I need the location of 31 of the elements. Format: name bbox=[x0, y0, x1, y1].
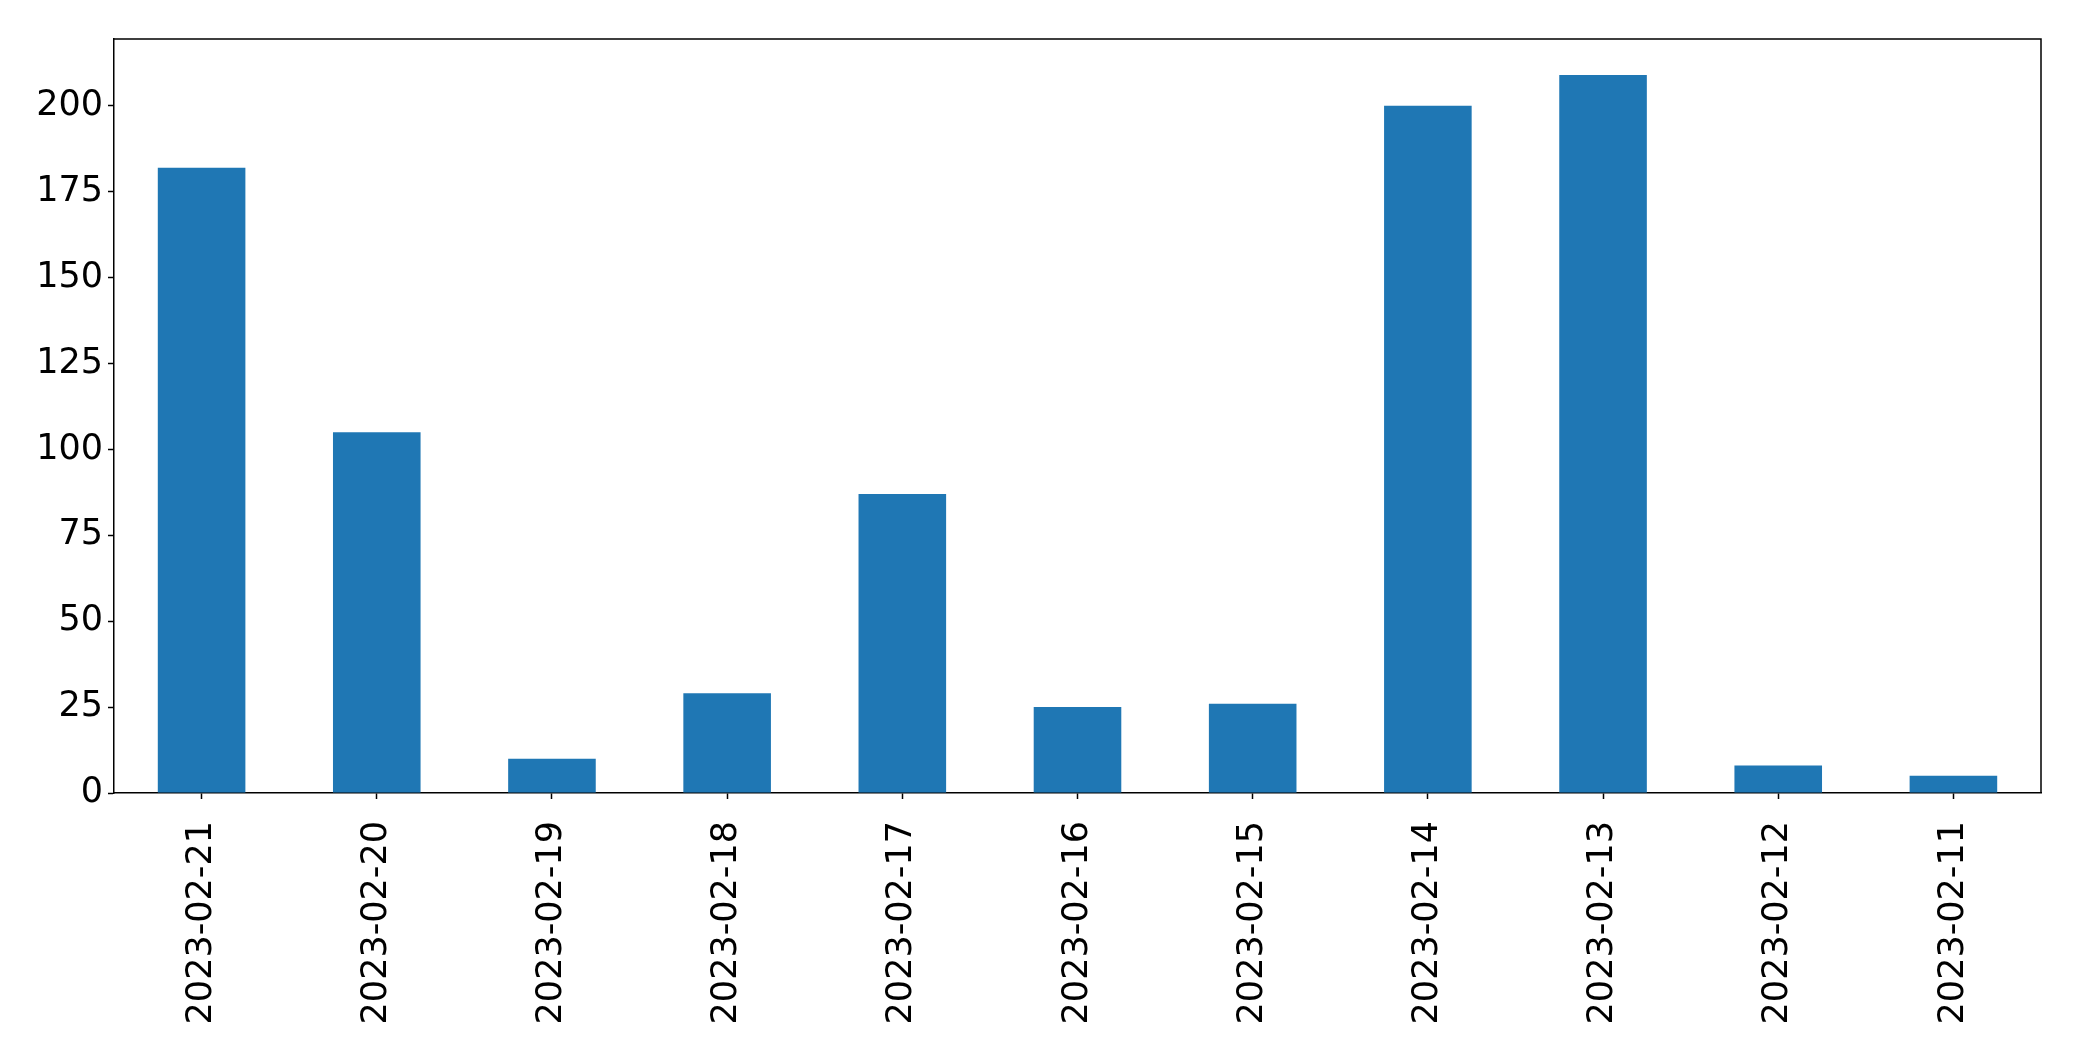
x-tick-label: 2023-02-11 bbox=[1930, 821, 1971, 1025]
x-tick-label: 2023-02-15 bbox=[1229, 821, 1270, 1025]
bar bbox=[1734, 765, 1823, 793]
bar bbox=[1384, 105, 1472, 793]
bar bbox=[1208, 703, 1297, 793]
bar bbox=[858, 494, 947, 793]
bar bbox=[1909, 775, 1998, 793]
y-tick-label: 125 bbox=[36, 340, 103, 381]
y-tick-label: 75 bbox=[58, 512, 103, 553]
y-tick-label: 100 bbox=[36, 426, 103, 467]
y-tick-label: 0 bbox=[80, 770, 103, 811]
x-tick-label: 2023-02-20 bbox=[353, 821, 394, 1025]
y-tick-label: 175 bbox=[36, 168, 103, 209]
y-tick-label: 25 bbox=[58, 684, 103, 725]
x-tick-label: 2023-02-12 bbox=[1755, 821, 1796, 1025]
x-tick-label: 2023-02-17 bbox=[879, 821, 920, 1025]
bar bbox=[683, 693, 771, 793]
x-tick-label: 2023-02-13 bbox=[1580, 821, 1621, 1025]
bar bbox=[332, 432, 421, 793]
y-tick-label: 50 bbox=[58, 598, 103, 639]
bar bbox=[1033, 707, 1122, 793]
x-tick-label: 2023-02-14 bbox=[1404, 821, 1445, 1025]
bar bbox=[157, 167, 246, 793]
x-tick-label: 2023-02-16 bbox=[1054, 821, 1095, 1025]
y-tick-label: 150 bbox=[36, 254, 103, 295]
y-tick-label: 200 bbox=[36, 82, 103, 123]
bar bbox=[1559, 74, 1647, 793]
x-tick-label: 2023-02-19 bbox=[529, 821, 570, 1025]
x-tick-label: 2023-02-21 bbox=[178, 821, 219, 1025]
bar bbox=[508, 758, 596, 793]
x-tick-label: 2023-02-18 bbox=[704, 821, 745, 1025]
